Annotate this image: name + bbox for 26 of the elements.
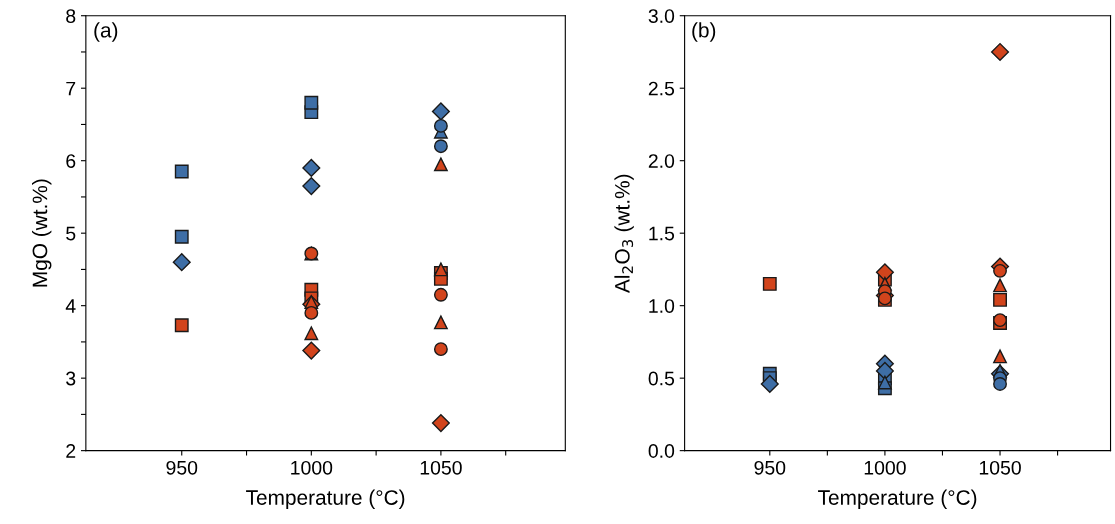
y-tick-label: 2.5 <box>648 81 675 96</box>
y-tick-label: 6 <box>66 154 76 168</box>
y-tick-label: 5 <box>66 226 76 241</box>
y-tick-label: 0.0 <box>648 444 675 458</box>
x-tick-label: 950 <box>166 460 198 475</box>
y-axis-title: Al$_{2}$O$_{3}$ (wt.%) <box>614 174 634 294</box>
x-axis-title: Temperature (°C) <box>246 489 405 510</box>
y-tick-label: 0.5 <box>648 371 675 386</box>
annotation: (b) <box>692 22 716 42</box>
y-tick-label: 3.0 <box>648 9 675 23</box>
y-tick-label: 4 <box>65 299 76 313</box>
x-tick-label: 1000 <box>864 460 906 475</box>
y-tick-label: 8 <box>66 9 76 23</box>
x-axis-title: Temperature (°C) <box>818 489 977 510</box>
x-tick-label: 1050 <box>979 460 1021 475</box>
x-tick-label: 950 <box>754 460 786 475</box>
y-axis-title: MgO (wt.%) <box>32 179 52 287</box>
x-tick-label: 1000 <box>291 460 333 475</box>
y-tick-label: 3 <box>66 371 76 386</box>
x-tick-label: 1050 <box>420 460 462 475</box>
y-tick-label: 2.0 <box>648 154 675 168</box>
annotation: (a) <box>94 22 118 42</box>
y-tick-label: 1.5 <box>649 226 675 241</box>
y-tick-label: 2 <box>66 444 76 458</box>
y-tick-label: 7 <box>66 81 76 96</box>
y-tick-label: 1.0 <box>649 299 675 313</box>
